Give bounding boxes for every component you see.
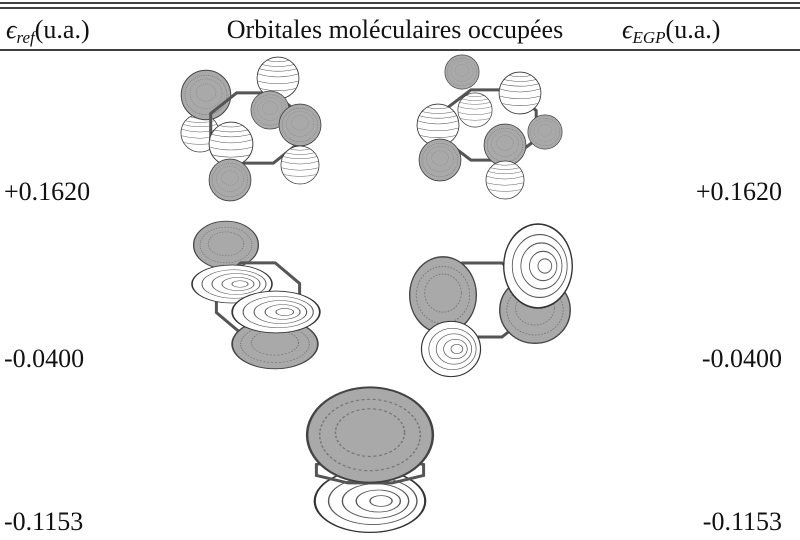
lobe <box>418 138 462 182</box>
lobe <box>180 69 232 121</box>
subscript: ref <box>16 28 37 47</box>
lobe <box>305 386 435 484</box>
value-cell: +0.1620 <box>696 177 782 206</box>
lobe <box>420 320 482 378</box>
lobe <box>485 160 525 200</box>
orbital-image <box>305 386 435 534</box>
lobe <box>527 114 563 150</box>
lobe <box>483 123 527 167</box>
lobe <box>502 223 574 309</box>
unit: (u.a.) <box>35 15 90 44</box>
lobe <box>208 158 252 202</box>
value-cell: -0.1153 <box>703 507 782 536</box>
lobe <box>457 92 493 128</box>
lobe <box>444 54 480 90</box>
orbital-image <box>191 220 321 370</box>
orbital-image <box>180 56 322 202</box>
unit: (u.a.) <box>666 15 721 44</box>
lobe <box>280 145 320 185</box>
subscript: EGP <box>631 28 665 47</box>
lobe <box>498 71 542 115</box>
lobe <box>278 103 322 147</box>
value-cell: -0.0400 <box>702 344 782 373</box>
symbol: ϵ <box>6 15 18 44</box>
header-cell: Orbitales moléculaires occupées <box>227 15 563 44</box>
header-cell: ϵref(u.a.) <box>6 15 90 47</box>
orbital-image <box>416 54 563 200</box>
lobe <box>231 290 321 334</box>
orbital-image <box>408 223 574 378</box>
header-cell: ϵEGP(u.a.) <box>622 15 720 47</box>
value-cell: -0.1153 <box>4 507 83 536</box>
symbol: ϵ <box>622 15 634 44</box>
value-cell: +0.1620 <box>4 177 90 206</box>
value-cell: -0.0400 <box>4 344 84 373</box>
lobe <box>408 256 478 334</box>
